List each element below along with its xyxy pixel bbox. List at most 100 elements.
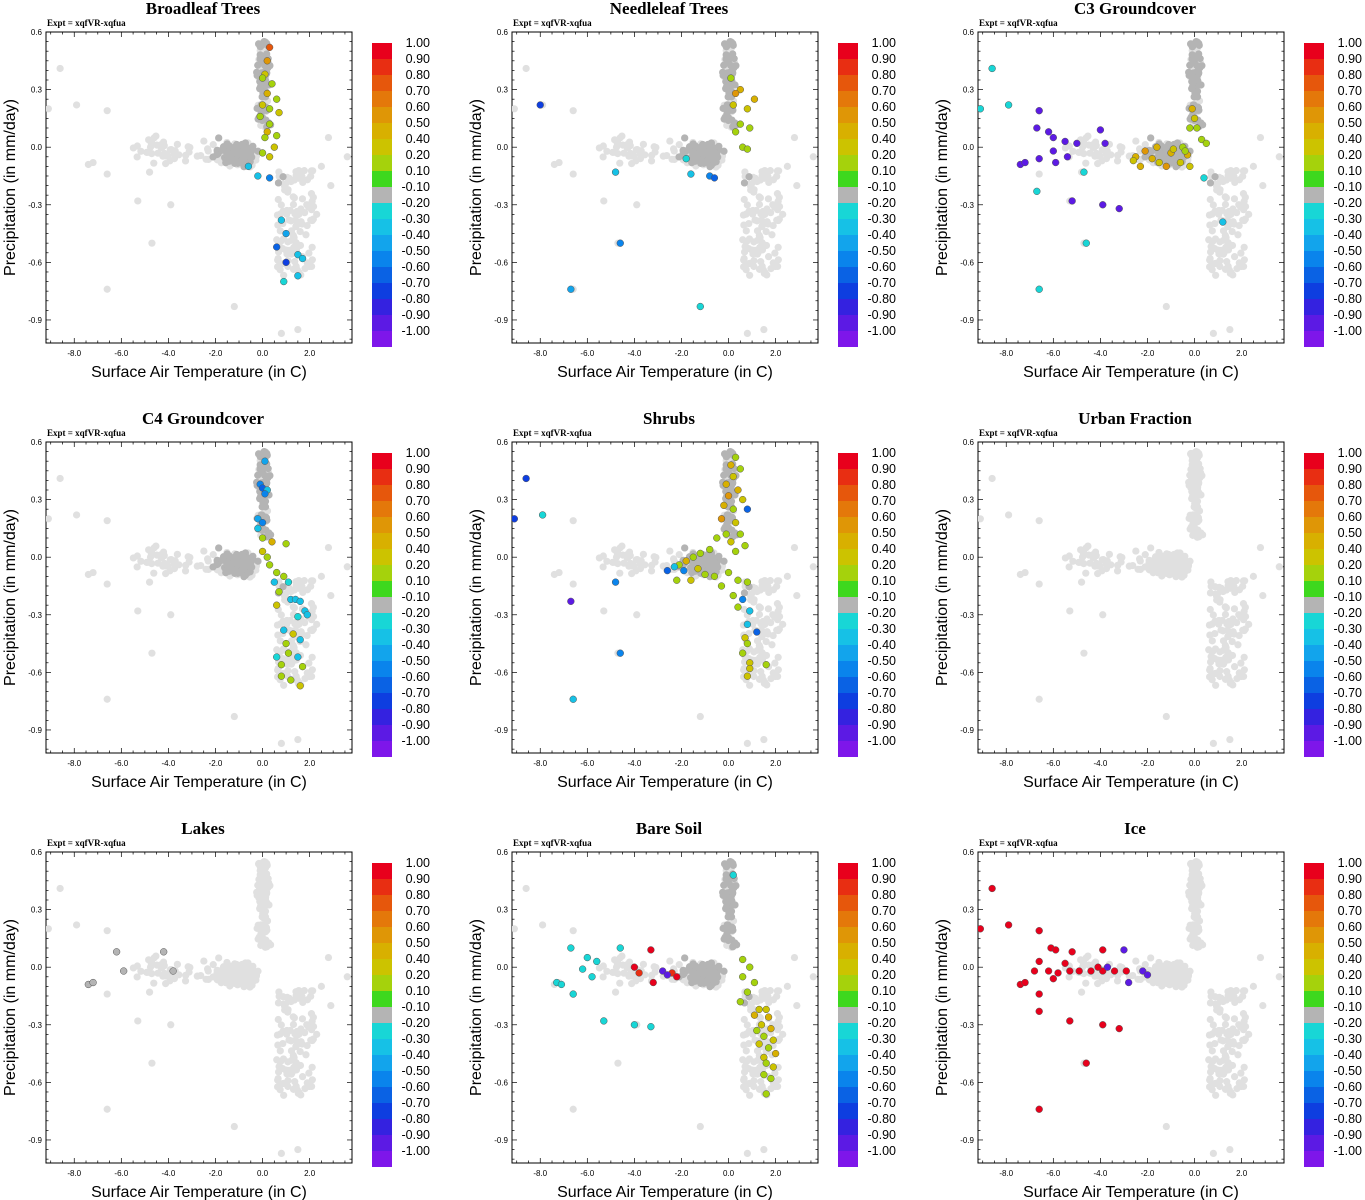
data-point (296, 597, 304, 605)
data-point (743, 105, 752, 113)
background-point (599, 142, 607, 150)
data-point (1080, 168, 1088, 176)
background-point (1208, 266, 1216, 274)
background-point (230, 712, 238, 721)
y-tick-label: 0.6 (497, 438, 509, 447)
background-point (305, 659, 313, 667)
near-zero-point (685, 143, 694, 151)
background-point (103, 285, 111, 293)
colorbar-swatch (838, 331, 858, 347)
data-point (263, 553, 271, 561)
background-point (307, 600, 316, 608)
near-zero-point (705, 552, 713, 560)
colorbar: 1.00 0.90 0.80 0.70 0.60 0.50 0.40 0.20 0.10 -0.1… (838, 36, 896, 347)
near-zero-point (696, 149, 704, 157)
y-tick-label: 0.3 (31, 496, 43, 505)
background-point (1237, 201, 1245, 209)
background-point (774, 256, 782, 264)
background-point (204, 557, 212, 565)
y-tick-label: 0.0 (497, 143, 509, 152)
background-point (759, 617, 767, 626)
colorbar-label: -0.30 (1334, 212, 1363, 226)
background-point (46, 515, 52, 523)
y-tick-label: -0.9 (28, 316, 42, 325)
background-point (200, 547, 208, 555)
colorbar-label: -0.20 (868, 196, 897, 210)
colorbar-swatch (372, 267, 392, 283)
background-point (1237, 249, 1245, 257)
background-point (762, 227, 770, 236)
background-point (636, 560, 644, 569)
colorbar-swatch (372, 299, 392, 315)
near-zero-point (1195, 106, 1203, 114)
data-point (273, 653, 281, 661)
background-point (1228, 227, 1236, 236)
background-point (1207, 168, 1215, 176)
background-point (600, 197, 608, 205)
colorbar-label: -0.70 (868, 276, 897, 290)
background-point (756, 643, 764, 652)
colorbar: 1.00 0.90 0.80 0.70 0.60 0.50 0.40 0.20 0.10 -0.1… (372, 446, 430, 757)
background-point (793, 181, 801, 190)
background-point (648, 561, 656, 569)
background-point (287, 217, 295, 225)
colorbar-swatch (372, 485, 392, 501)
colorbar-swatch (1304, 59, 1324, 75)
background-point (659, 152, 667, 160)
background-point (282, 656, 290, 664)
background-point (307, 190, 316, 198)
background-point (147, 549, 155, 557)
background-point (145, 578, 154, 586)
colorbar-swatch (838, 123, 858, 139)
colorbar-label: -0.10 (1334, 180, 1363, 194)
background-point (1118, 143, 1126, 152)
colorbar-label: 0.60 (406, 100, 430, 114)
colorbar-label: -0.90 (402, 308, 431, 322)
near-zero-point (215, 134, 223, 142)
x-axis-label: Surface Air Temperature (in C) (1023, 364, 1239, 381)
background-point (1208, 210, 1216, 218)
colorbar-swatch (838, 283, 858, 299)
background-point (1256, 133, 1265, 142)
background-point (274, 195, 282, 204)
background-point (771, 201, 779, 209)
near-zero-point (258, 53, 266, 61)
background-point (767, 675, 775, 683)
background-point (1230, 253, 1239, 261)
colorbar-swatch (372, 741, 392, 757)
background-point (1206, 221, 1214, 229)
background-point (294, 243, 302, 251)
background-point (308, 243, 316, 251)
colorbar-swatch (372, 709, 392, 725)
background-point (1132, 137, 1140, 145)
data-point (263, 89, 271, 98)
background-point (133, 153, 141, 161)
background-point (599, 153, 607, 161)
background-point (793, 591, 801, 600)
colorbar-label: -0.80 (1334, 292, 1363, 306)
background-point (1114, 151, 1122, 159)
colorbar-label: 0.10 (406, 164, 430, 178)
background-point (307, 216, 315, 224)
colorbar-swatch (1304, 203, 1324, 219)
background-point (768, 231, 776, 239)
background-point (648, 151, 656, 159)
near-zero-point (254, 61, 262, 69)
colorbar-label: 0.40 (406, 542, 430, 556)
data-point (273, 95, 281, 103)
expt-label: Expt = xqfVR-xqfua (979, 18, 1058, 28)
background-point (1098, 157, 1106, 165)
near-zero-point (681, 134, 689, 142)
background-point (292, 578, 300, 586)
colorbar-label: -0.30 (402, 212, 431, 226)
near-zero-point (263, 478, 271, 487)
background-point (773, 600, 782, 608)
colorbar-label: -1.00 (402, 324, 431, 338)
colorbar-swatch (372, 613, 392, 629)
data-point (1186, 162, 1194, 171)
near-zero-point (729, 106, 737, 114)
near-zero-point (1165, 140, 1173, 149)
background-point (768, 641, 776, 649)
colorbar-swatch (372, 693, 392, 709)
background-point (740, 605, 748, 614)
